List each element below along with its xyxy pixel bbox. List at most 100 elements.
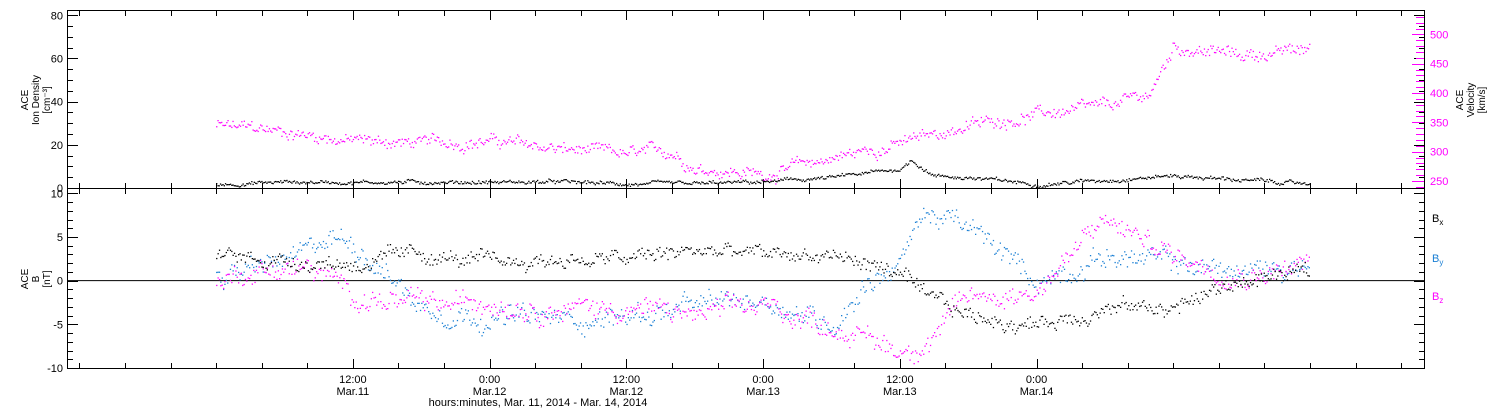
velocity-point <box>445 146 447 148</box>
by-point <box>354 251 356 253</box>
velocity-point <box>797 161 799 164</box>
density-point <box>642 183 644 185</box>
velocity-point <box>216 126 218 128</box>
bx-point <box>790 252 792 254</box>
bx-point <box>1001 324 1003 326</box>
velocity-point <box>929 132 931 134</box>
density-point <box>498 183 500 185</box>
by-point <box>932 211 934 213</box>
velocity-point <box>722 173 724 175</box>
bz-point <box>987 297 989 299</box>
velocity-point <box>1152 88 1154 91</box>
bx-point <box>266 269 268 271</box>
bz-point <box>821 333 824 336</box>
bz-point <box>723 308 725 310</box>
bx-point <box>1208 289 1211 291</box>
bz-point <box>1217 281 1219 283</box>
by-point <box>1305 268 1308 270</box>
bx-point <box>876 262 878 264</box>
bx-point <box>492 251 494 253</box>
bz-point <box>862 331 865 333</box>
by-point <box>878 273 880 275</box>
velocity-point <box>435 140 437 142</box>
bx-point <box>393 252 396 254</box>
velocity-point <box>1279 49 1281 52</box>
velocity-point <box>812 163 815 165</box>
bz-point <box>501 311 504 313</box>
by-point <box>715 297 717 299</box>
by-point <box>445 327 448 329</box>
bz-point <box>694 318 696 320</box>
bz-point <box>517 303 519 305</box>
density-point <box>1091 179 1093 181</box>
bz-point <box>1055 272 1057 275</box>
bz-point <box>763 298 765 300</box>
by-point <box>938 228 940 230</box>
density-point <box>1163 175 1165 177</box>
density-point <box>1013 180 1015 183</box>
density-point <box>438 182 440 184</box>
velocity-point <box>308 132 311 134</box>
bz-point <box>1184 258 1186 260</box>
bx-point <box>288 260 290 262</box>
by-point <box>936 217 939 219</box>
density-point <box>1043 185 1045 187</box>
bx-point <box>1042 315 1044 318</box>
velocity-point <box>441 140 444 142</box>
velocity-point <box>806 159 808 162</box>
velocity-point <box>696 172 698 174</box>
bx-point <box>471 256 474 258</box>
velocity-point <box>1230 55 1232 57</box>
by-point <box>697 306 699 308</box>
density-point <box>221 184 223 186</box>
bx-point <box>1217 289 1219 291</box>
velocity-point <box>1274 52 1276 54</box>
bz-point <box>765 304 768 306</box>
bx-point <box>905 267 907 269</box>
velocity-point <box>867 153 870 155</box>
bx-point <box>384 252 386 254</box>
by-point <box>474 322 476 324</box>
by-point <box>845 317 847 319</box>
bz-point <box>1088 231 1090 233</box>
bx-point <box>1308 275 1310 277</box>
bz-point <box>584 300 586 302</box>
bx-point <box>1187 301 1189 303</box>
bx-point <box>938 296 940 298</box>
velocity-point <box>1264 58 1266 60</box>
density-point <box>797 178 799 180</box>
by-point <box>804 320 806 322</box>
velocity-point <box>1047 111 1049 113</box>
velocity-point <box>234 126 237 128</box>
by-point <box>279 263 281 265</box>
velocity-point <box>794 161 796 163</box>
velocity-point <box>946 130 949 132</box>
density-point <box>479 182 481 184</box>
by-point <box>970 228 973 231</box>
by-point <box>836 326 839 329</box>
density-point <box>862 173 865 175</box>
density-point <box>300 182 302 184</box>
bx-point <box>734 251 736 253</box>
density-point <box>751 182 753 185</box>
bz-point <box>1066 253 1068 255</box>
by-point <box>816 325 818 327</box>
bx-point <box>912 282 914 284</box>
by-point <box>794 314 796 316</box>
by-point <box>657 307 660 309</box>
density-point <box>1147 176 1149 178</box>
by-point <box>1009 262 1011 265</box>
density-point <box>778 180 781 182</box>
bx-point <box>1256 285 1258 288</box>
x-tick-label-time: 12:00 <box>613 374 641 386</box>
velocity-point <box>1280 47 1282 49</box>
bx-point <box>970 316 973 318</box>
bz-point <box>444 304 446 306</box>
density-point <box>1087 179 1089 181</box>
bz-point <box>696 310 698 312</box>
velocity-point <box>425 136 427 138</box>
bx-point <box>1077 320 1079 322</box>
bz-point <box>1178 250 1181 252</box>
by-point <box>723 298 725 300</box>
bx-point <box>1063 315 1066 317</box>
